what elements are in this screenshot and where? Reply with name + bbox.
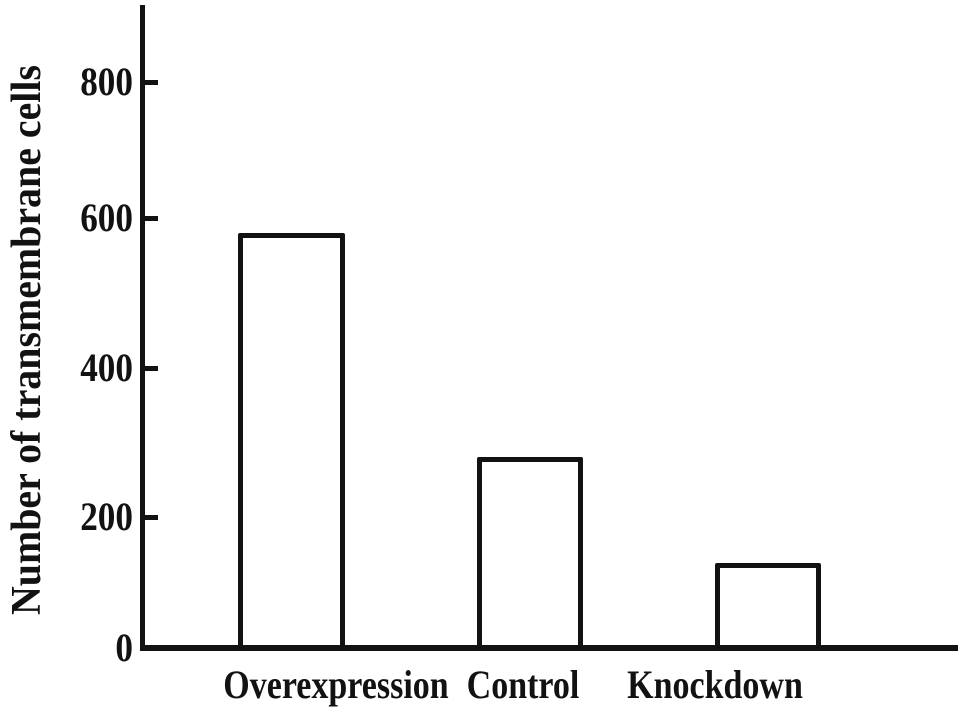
x-tick-label-overexpression: Overexpression — [223, 662, 449, 707]
x-tick-label-control: Control — [466, 662, 580, 707]
bar-overexpression — [237, 233, 345, 651]
y-tick-label-600: 600 — [80, 195, 133, 240]
y-tick-mark-200 — [145, 515, 158, 520]
y-tick-mark-800 — [145, 80, 158, 85]
y-tick-mark-600 — [145, 216, 158, 221]
bar-control — [477, 457, 583, 651]
y-tick-label-800: 800 — [80, 59, 133, 104]
y-tick-label-200: 200 — [80, 494, 133, 539]
y-tick-mark-400 — [145, 366, 158, 371]
y-tick-label-400: 400 — [80, 345, 133, 390]
bar-knockdown — [715, 563, 821, 651]
y-axis-title: Number of transmembrane cells — [4, 64, 50, 616]
y-tick-mark-0 — [145, 646, 158, 651]
x-tick-label-knockdown: Knockdown — [627, 662, 803, 707]
y-axis-line — [140, 5, 145, 651]
x-axis-line — [140, 645, 958, 651]
y-tick-label-0: 0 — [115, 625, 133, 670]
